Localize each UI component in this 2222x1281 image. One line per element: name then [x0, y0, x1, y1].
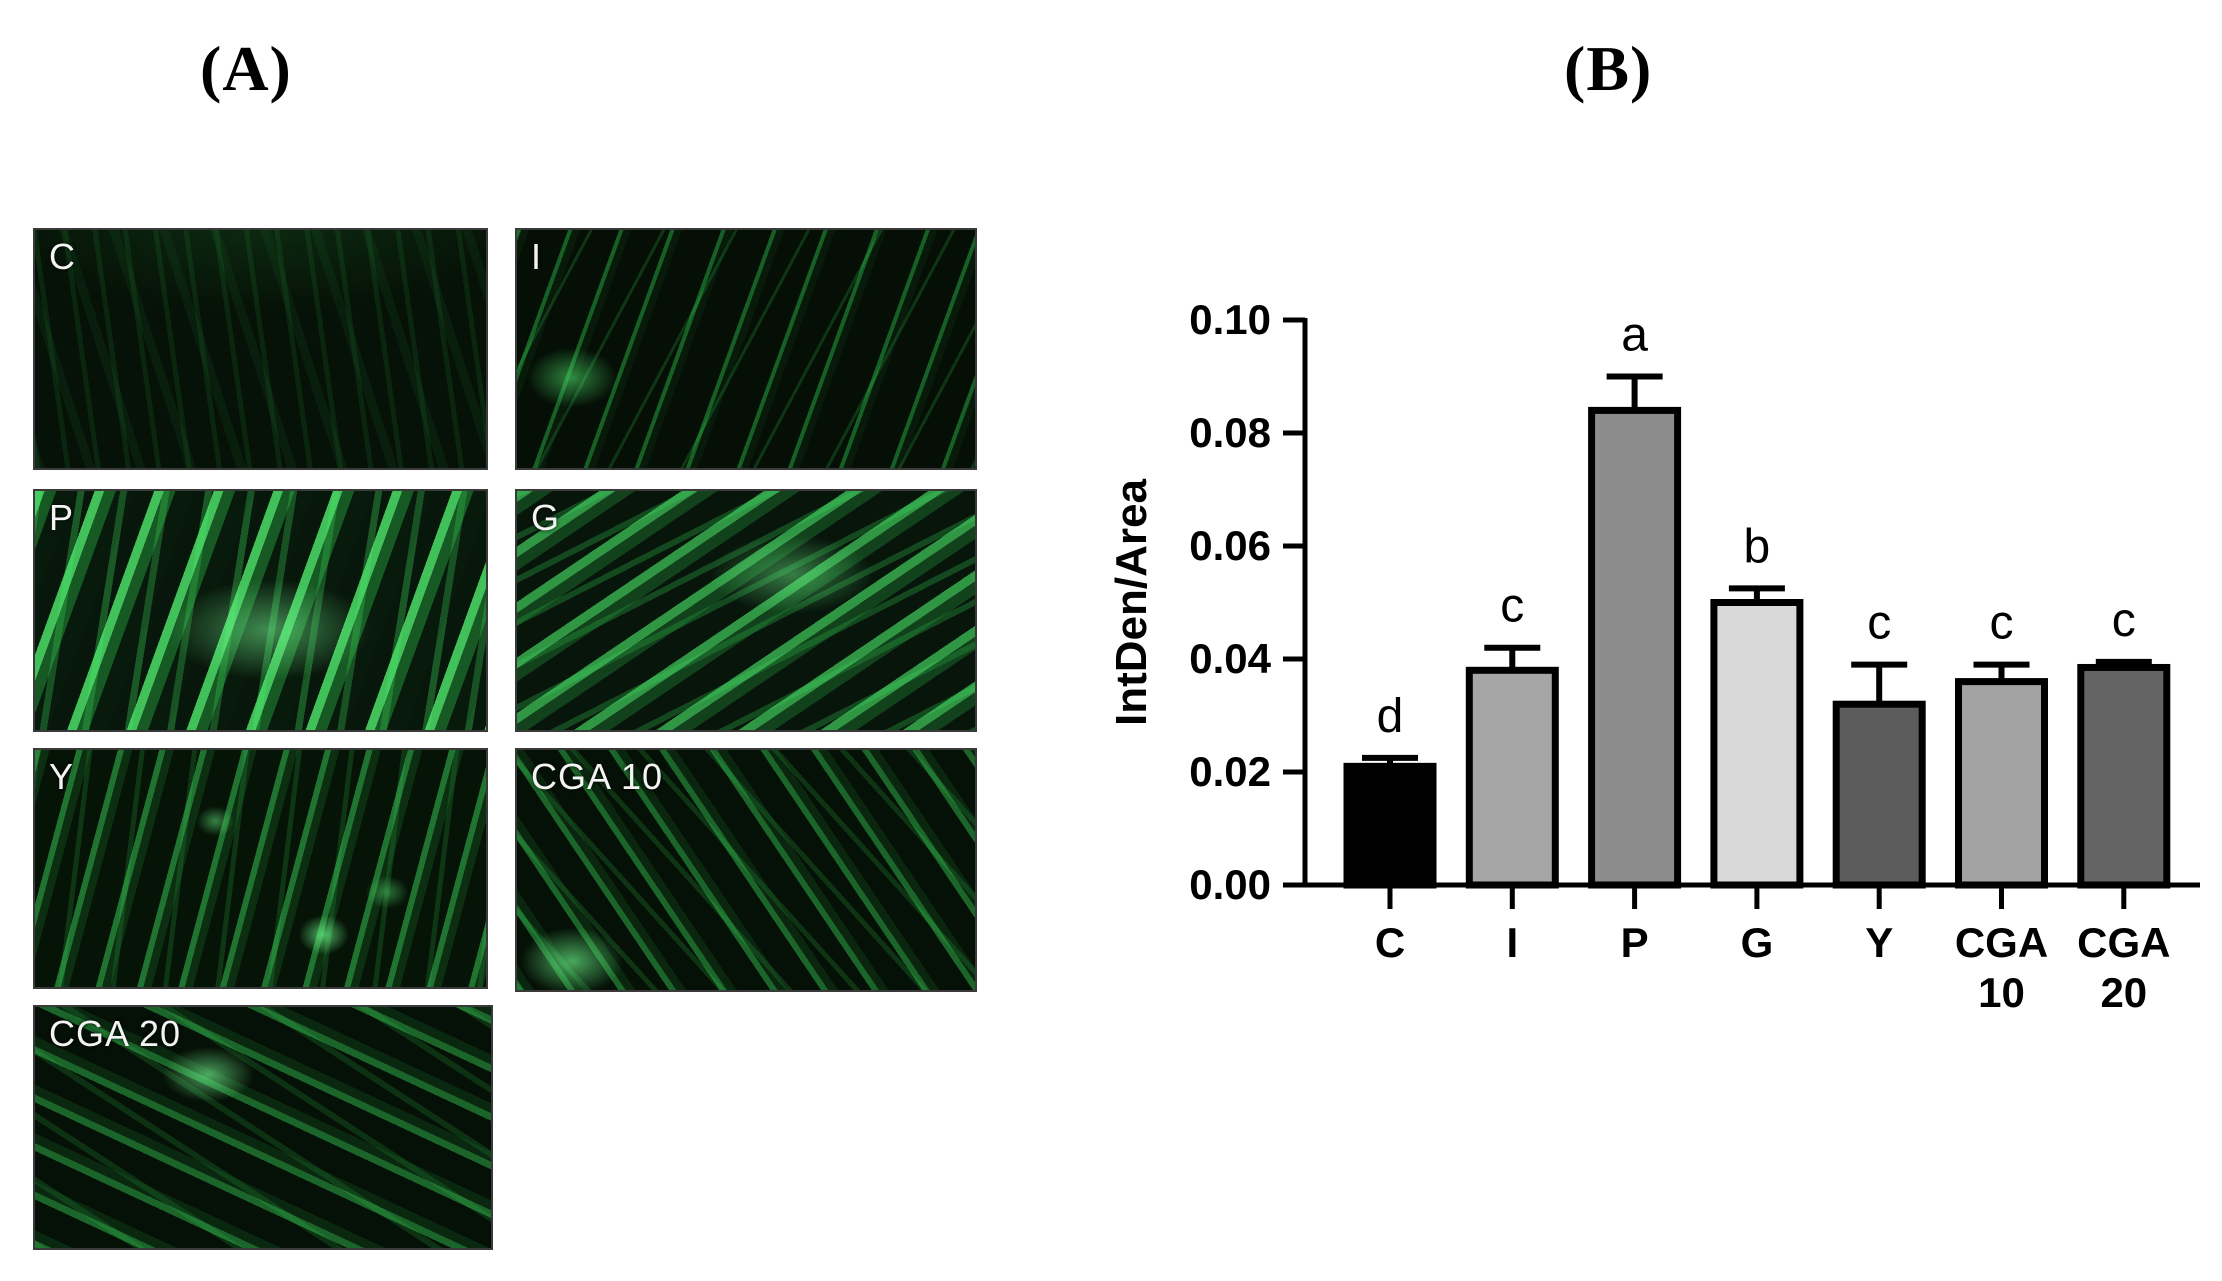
x-tick-label: G [1741, 919, 1774, 966]
bar-CGA-20 [2077, 663, 2171, 889]
x-tick-label: I [1506, 919, 1518, 966]
x-tick-label: C [1375, 919, 1405, 966]
x-tick-label: 10 [1978, 969, 2025, 1016]
micrograph-label: P [49, 497, 75, 538]
y-tick-label: 0.00 [1189, 861, 1271, 908]
micrograph-label: CGA 10 [531, 756, 664, 797]
micrograph-P: P [33, 489, 488, 732]
x-tick-label: 20 [2100, 969, 2147, 1016]
panel-b-label: (B) [1564, 33, 1653, 104]
bar-CGA-10 [1955, 678, 2048, 889]
micrograph-CGA20: CGA 20 [33, 1005, 493, 1250]
micrograph-C: C [33, 228, 488, 470]
panel-a-label: (A) [200, 33, 292, 104]
micrograph-label: G [531, 497, 561, 538]
significance-letter: a [1621, 309, 1648, 362]
micrograph-Y: Y [33, 748, 488, 989]
micrograph-G: G [515, 489, 977, 732]
micrograph-CGA10: CGA 10 [515, 748, 977, 992]
significance-letter: c [1500, 580, 1524, 633]
bar-G [1710, 599, 1804, 889]
y-tick-label: 0.04 [1189, 635, 1271, 682]
significance-letter: d [1377, 690, 1404, 743]
bar-P [1588, 406, 1682, 889]
y-axis-title: IntDen/Area [1107, 479, 1156, 726]
significance-letter: c [2112, 594, 2136, 647]
y-tick-label: 0.06 [1189, 522, 1271, 569]
x-tick-label: Y [1865, 919, 1893, 966]
x-tick-label: CGA [1955, 919, 2048, 966]
x-tick-label: CGA [2077, 919, 2170, 966]
micrograph-label: C [49, 236, 76, 277]
significance-letter: c [1990, 597, 2014, 650]
y-tick-label: 0.08 [1189, 409, 1271, 456]
micrograph-label: Y [49, 756, 75, 797]
micrograph-label: I [531, 236, 543, 277]
bar-Y [1832, 700, 1926, 889]
micrograph-I: I [515, 228, 977, 470]
bar-chart: 0.00 0.02 0.04 0.06 0.08 0.10 IntDen/Area d Cc Ia… [1107, 296, 2200, 1016]
significance-letter: c [1867, 597, 1891, 650]
bar-I [1465, 666, 1559, 889]
y-tick-label: 0.02 [1189, 748, 1271, 795]
bar-C [1343, 762, 1437, 889]
significance-letter: b [1744, 520, 1771, 573]
x-tick-label: P [1621, 919, 1649, 966]
y-tick-label: 0.10 [1189, 296, 1271, 343]
micrograph-label: CGA 20 [49, 1013, 182, 1054]
